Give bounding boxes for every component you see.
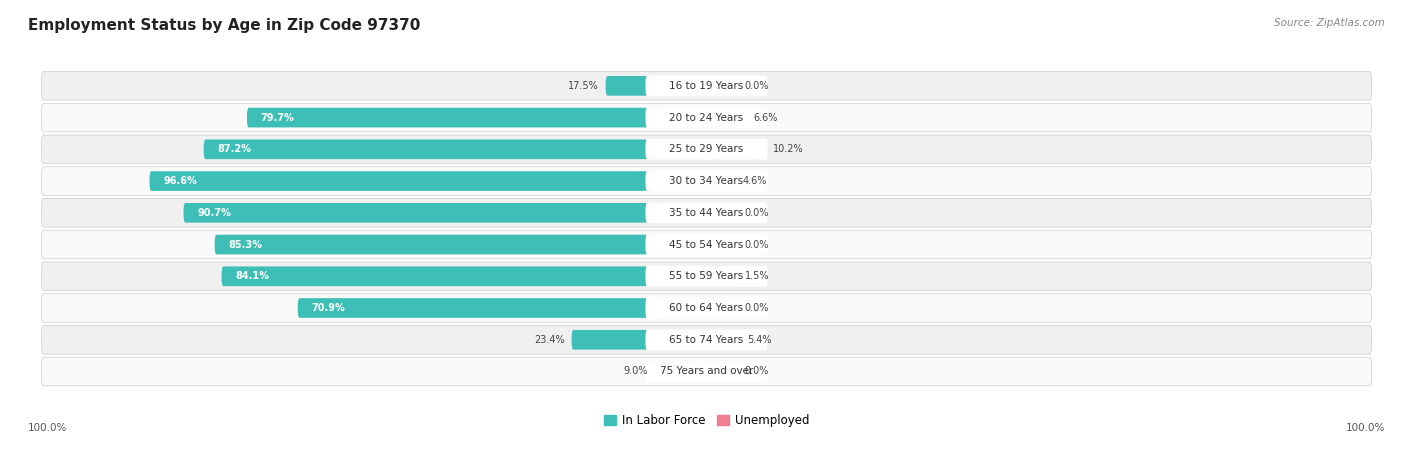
Text: 17.5%: 17.5% [568, 81, 599, 91]
FancyBboxPatch shape [184, 203, 707, 223]
FancyBboxPatch shape [707, 171, 733, 191]
Text: 0.0%: 0.0% [745, 208, 769, 218]
FancyBboxPatch shape [645, 75, 768, 97]
Text: 85.3%: 85.3% [228, 239, 262, 249]
FancyBboxPatch shape [707, 139, 763, 159]
Text: 90.7%: 90.7% [197, 208, 231, 218]
FancyBboxPatch shape [645, 361, 768, 382]
FancyBboxPatch shape [707, 139, 763, 159]
FancyBboxPatch shape [707, 108, 744, 128]
FancyBboxPatch shape [149, 171, 707, 191]
FancyBboxPatch shape [645, 107, 768, 128]
Text: 75 Years and over: 75 Years and over [659, 367, 754, 377]
FancyBboxPatch shape [707, 235, 734, 254]
FancyBboxPatch shape [707, 108, 744, 128]
FancyBboxPatch shape [645, 298, 768, 318]
Text: Employment Status by Age in Zip Code 97370: Employment Status by Age in Zip Code 973… [28, 18, 420, 33]
Text: 0.0%: 0.0% [745, 81, 769, 91]
Text: 55 to 59 Years: 55 to 59 Years [669, 272, 744, 281]
FancyBboxPatch shape [42, 294, 1371, 322]
FancyBboxPatch shape [707, 76, 734, 96]
Text: 1.5%: 1.5% [745, 272, 769, 281]
FancyBboxPatch shape [645, 139, 768, 160]
FancyBboxPatch shape [707, 362, 734, 382]
FancyBboxPatch shape [707, 267, 714, 286]
Text: 16 to 19 Years: 16 to 19 Years [669, 81, 744, 91]
Text: 100.0%: 100.0% [1346, 423, 1385, 433]
Text: 45 to 54 Years: 45 to 54 Years [669, 239, 744, 249]
Text: 23.4%: 23.4% [534, 335, 565, 345]
FancyBboxPatch shape [645, 329, 768, 350]
Text: 79.7%: 79.7% [260, 113, 294, 123]
Text: 0.0%: 0.0% [745, 367, 769, 377]
FancyBboxPatch shape [707, 267, 734, 286]
FancyBboxPatch shape [707, 171, 733, 191]
FancyBboxPatch shape [707, 330, 737, 350]
Text: 84.1%: 84.1% [235, 272, 269, 281]
Text: 5.4%: 5.4% [747, 335, 772, 345]
FancyBboxPatch shape [215, 235, 707, 254]
Text: Source: ZipAtlas.com: Source: ZipAtlas.com [1274, 18, 1385, 28]
FancyBboxPatch shape [645, 234, 768, 255]
FancyBboxPatch shape [42, 167, 1371, 195]
FancyBboxPatch shape [42, 135, 1371, 164]
FancyBboxPatch shape [42, 326, 1371, 354]
FancyBboxPatch shape [707, 298, 734, 318]
FancyBboxPatch shape [204, 139, 707, 159]
FancyBboxPatch shape [645, 266, 768, 287]
Text: 30 to 34 Years: 30 to 34 Years [669, 176, 744, 186]
Text: 100.0%: 100.0% [28, 423, 67, 433]
Text: 65 to 74 Years: 65 to 74 Years [669, 335, 744, 345]
FancyBboxPatch shape [572, 330, 707, 350]
FancyBboxPatch shape [222, 267, 707, 286]
FancyBboxPatch shape [298, 298, 707, 318]
Text: 9.0%: 9.0% [623, 367, 648, 377]
FancyBboxPatch shape [42, 198, 1371, 227]
FancyBboxPatch shape [42, 230, 1371, 259]
Text: 87.2%: 87.2% [218, 144, 252, 154]
Text: 0.0%: 0.0% [745, 239, 769, 249]
Text: 60 to 64 Years: 60 to 64 Years [669, 303, 744, 313]
FancyBboxPatch shape [655, 362, 707, 382]
FancyBboxPatch shape [707, 330, 737, 350]
Text: 25 to 29 Years: 25 to 29 Years [669, 144, 744, 154]
FancyBboxPatch shape [645, 202, 768, 223]
Text: 35 to 44 Years: 35 to 44 Years [669, 208, 744, 218]
Text: 70.9%: 70.9% [311, 303, 344, 313]
FancyBboxPatch shape [42, 262, 1371, 290]
FancyBboxPatch shape [247, 108, 707, 128]
Text: 6.6%: 6.6% [754, 113, 778, 123]
Text: 10.2%: 10.2% [773, 144, 804, 154]
Text: 0.0%: 0.0% [745, 303, 769, 313]
FancyBboxPatch shape [645, 170, 768, 192]
FancyBboxPatch shape [606, 76, 707, 96]
Text: 4.6%: 4.6% [742, 176, 766, 186]
Text: 20 to 24 Years: 20 to 24 Years [669, 113, 744, 123]
Legend: In Labor Force, Unemployed: In Labor Force, Unemployed [599, 410, 814, 432]
FancyBboxPatch shape [42, 72, 1371, 100]
FancyBboxPatch shape [42, 103, 1371, 132]
Text: 96.6%: 96.6% [163, 176, 197, 186]
FancyBboxPatch shape [707, 203, 734, 223]
FancyBboxPatch shape [42, 357, 1371, 386]
